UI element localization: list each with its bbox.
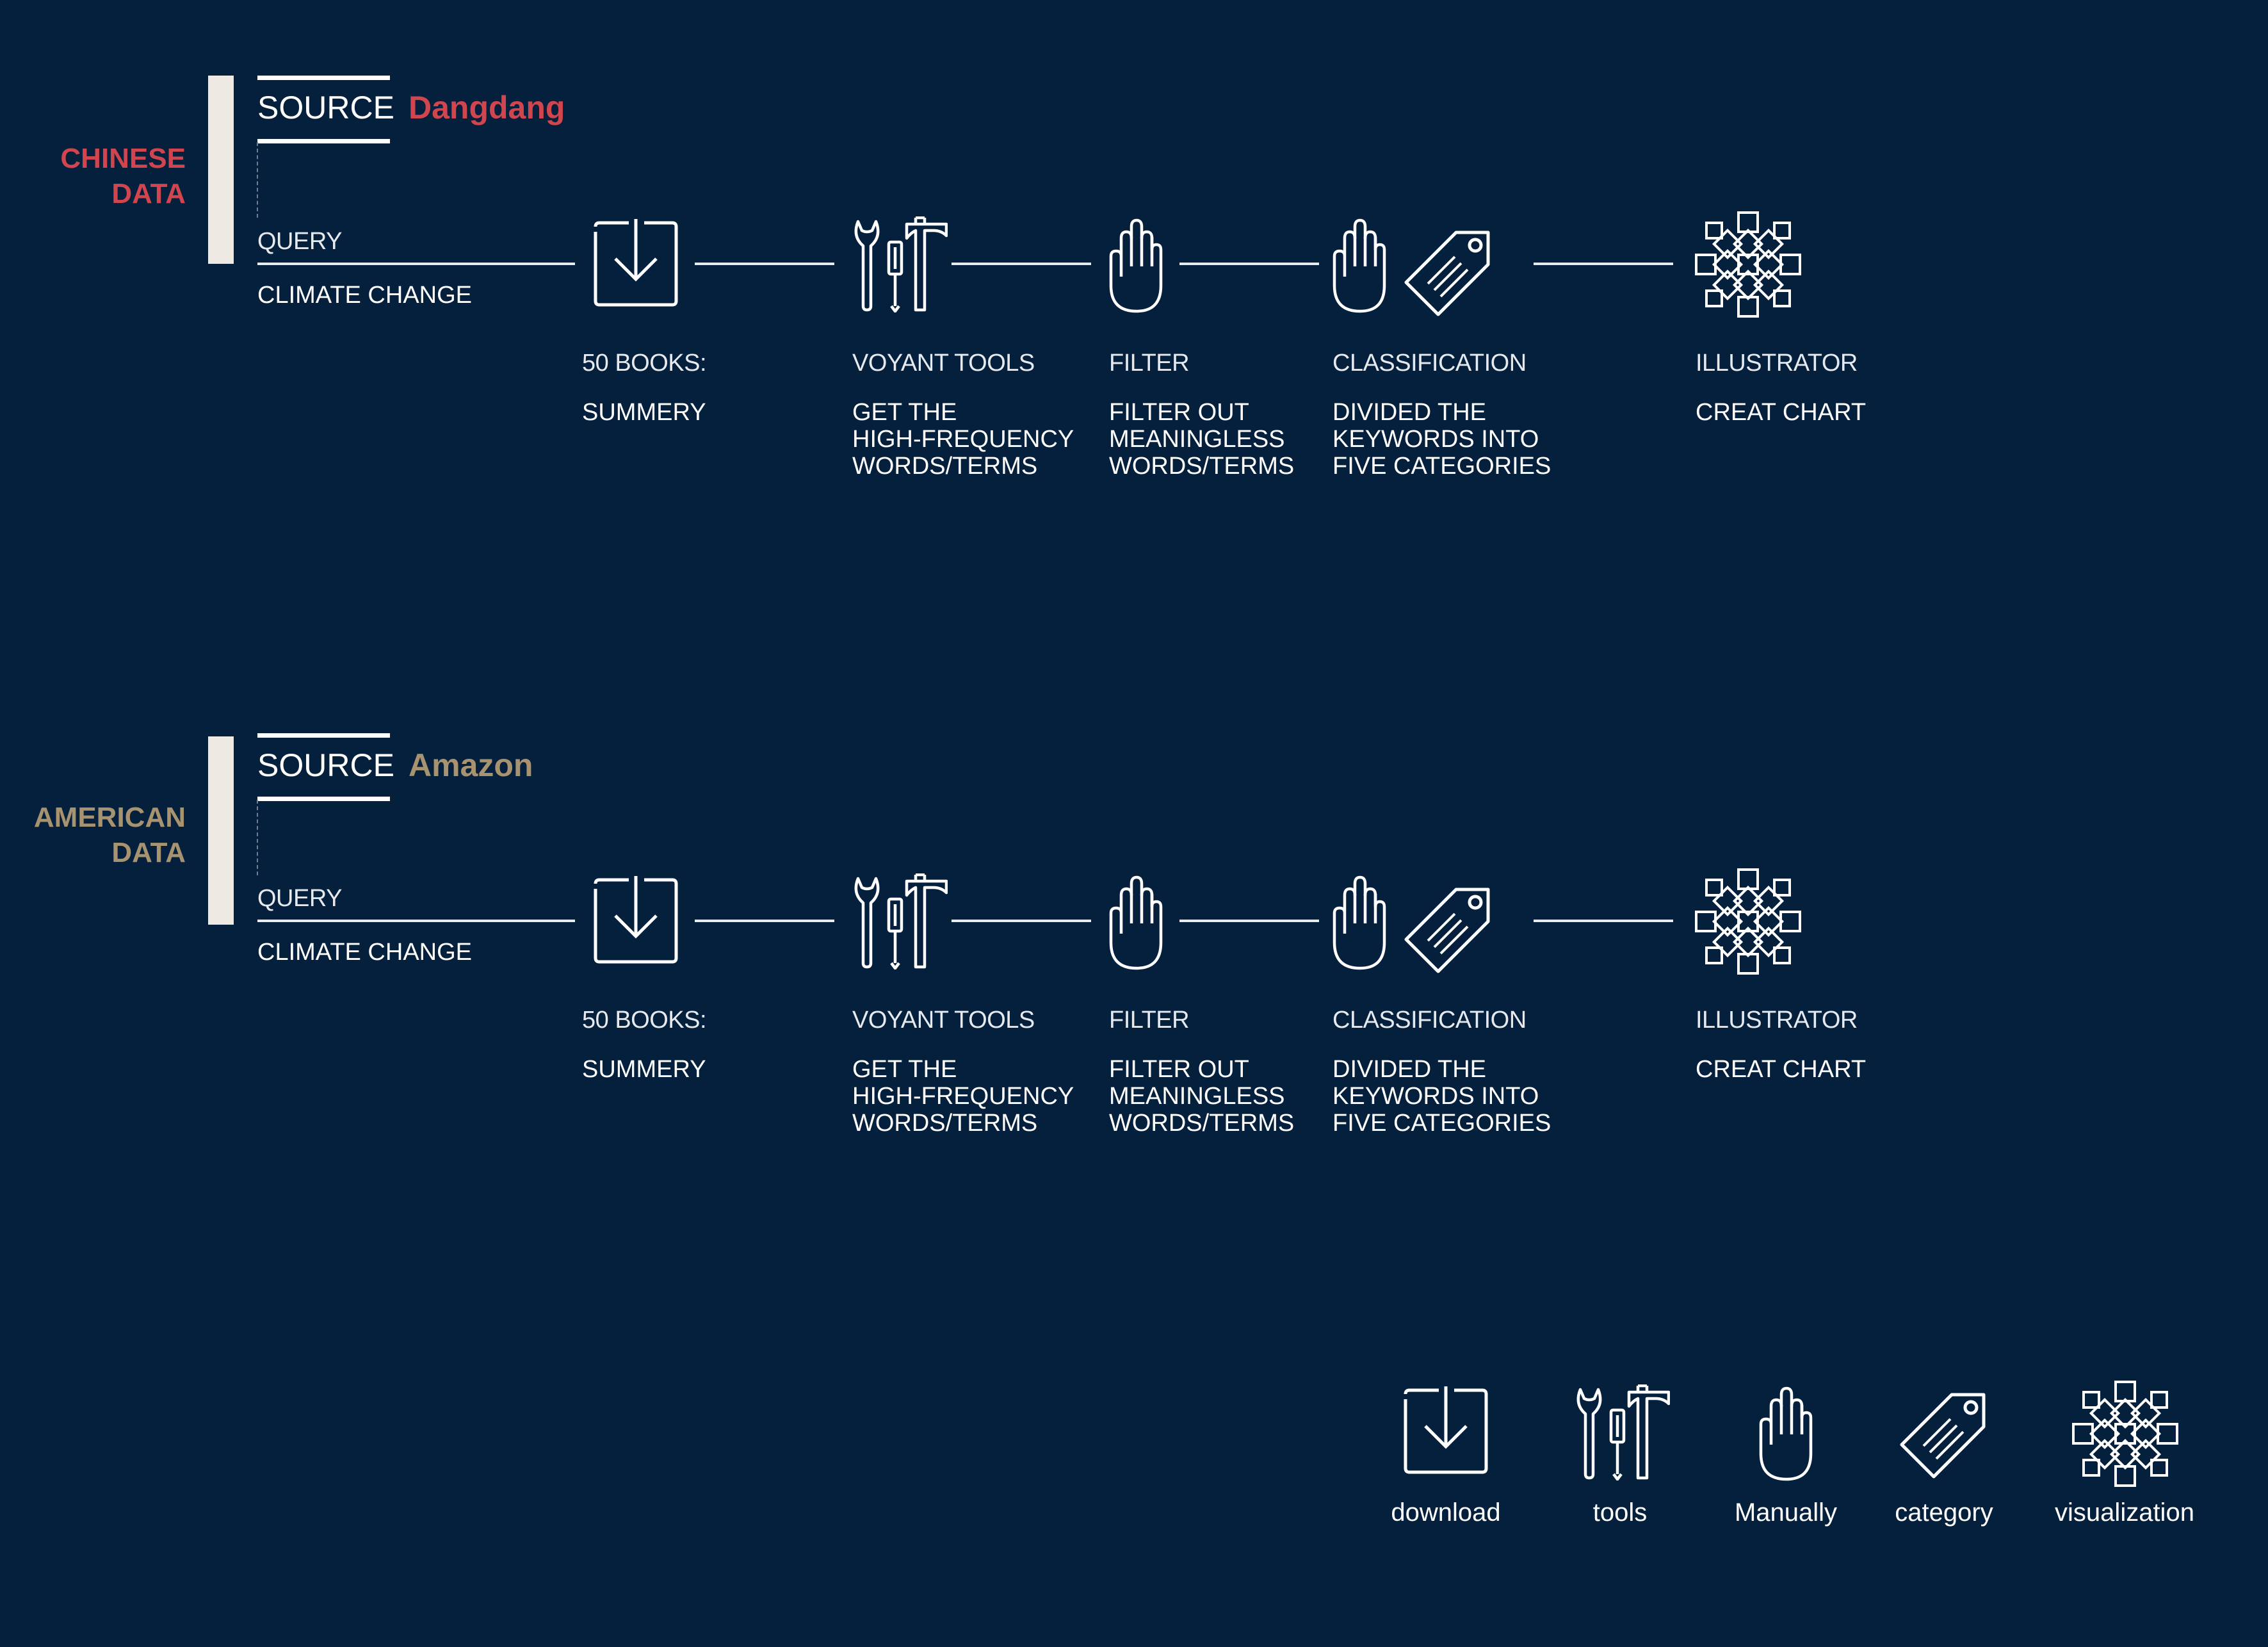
hand-icon [1331, 218, 1388, 314]
query-label: QUERY [257, 885, 342, 912]
flow-line [1179, 263, 1319, 265]
flow-line [1534, 263, 1673, 265]
step-label: 50 BOOKS: [582, 1007, 707, 1034]
step-label: VOYANT TOOLS [852, 1007, 1035, 1034]
legend-label: visualization [2055, 1498, 2194, 1527]
download-icon [1402, 1386, 1491, 1476]
side-label: AMERICAN DATA [33, 802, 186, 868]
query-label: QUERY [257, 228, 342, 255]
step-value: DIVIDED THE KEYWORDS INTO FIVE CATEGORIE… [1332, 1056, 1551, 1137]
step-label: ILLUSTRATOR [1696, 350, 1858, 377]
flow-line [1179, 920, 1319, 922]
side-bar [208, 736, 234, 925]
source-box [257, 733, 390, 801]
flow-line [695, 263, 834, 265]
flow-line [257, 920, 575, 922]
tools-icon [1574, 1384, 1670, 1481]
legend-label: tools [1592, 1498, 1648, 1527]
step-label: ILLUSTRATOR [1696, 1007, 1858, 1034]
tag-icon [1404, 227, 1493, 317]
query-value: CLIMATE CHANGE [257, 282, 473, 309]
visualization-icon [1694, 210, 1802, 319]
tools-icon [852, 873, 948, 970]
step-label: FILTER [1109, 350, 1190, 377]
visualization-icon [1694, 867, 1802, 976]
legend-label: category [1895, 1498, 1993, 1527]
legend-label: download [1391, 1498, 1501, 1527]
hand-icon [1331, 875, 1388, 971]
step-label: 50 BOOKS: [582, 350, 707, 377]
flow-line [257, 263, 575, 265]
hand-icon [1107, 875, 1165, 971]
source-box [257, 76, 390, 143]
step-label: CLASSIFICATION [1332, 350, 1527, 377]
step-value: CREAT CHART [1696, 1056, 1867, 1083]
download-icon [592, 876, 681, 966]
visualization-icon [2071, 1379, 2180, 1488]
step-value: GET THE HIGH-FREQUENCY WORDS/TERMS [852, 399, 1074, 480]
step-label: CLASSIFICATION [1332, 1007, 1527, 1034]
flow-line [952, 263, 1091, 265]
side-label: CHINESE DATA [60, 143, 186, 209]
hand-icon [1757, 1386, 1815, 1482]
side-bar [208, 76, 234, 264]
source-connector [257, 800, 258, 875]
step-value: GET THE HIGH-FREQUENCY WORDS/TERMS [852, 1056, 1074, 1137]
source-word: SOURCE [257, 90, 394, 126]
tag-icon [1899, 1390, 1989, 1479]
flow-line [1534, 920, 1673, 922]
step-label: VOYANT TOOLS [852, 350, 1035, 377]
step-value: CREAT CHART [1696, 399, 1867, 426]
query-value: CLIMATE CHANGE [257, 939, 473, 966]
hand-icon [1107, 218, 1165, 314]
step-value: SUMMERY [582, 1056, 706, 1083]
tag-icon [1404, 884, 1493, 974]
source-connector [257, 142, 258, 218]
legend-label: Manually [1734, 1498, 1838, 1527]
download-icon [592, 219, 681, 309]
step-value: DIVIDED THE KEYWORDS INTO FIVE CATEGORIE… [1332, 399, 1551, 480]
source-name: Dangdang [409, 90, 565, 126]
source-word: SOURCE [257, 747, 394, 783]
tools-icon [852, 216, 948, 312]
step-value: SUMMERY [582, 399, 706, 426]
flow-line [695, 920, 834, 922]
step-label: FILTER [1109, 1007, 1190, 1034]
step-value: FILTER OUT MEANINGLESS WORDS/TERMS [1109, 1056, 1295, 1137]
step-value: FILTER OUT MEANINGLESS WORDS/TERMS [1109, 399, 1295, 480]
source-name: Amazon [409, 747, 533, 783]
flow-line [952, 920, 1091, 922]
